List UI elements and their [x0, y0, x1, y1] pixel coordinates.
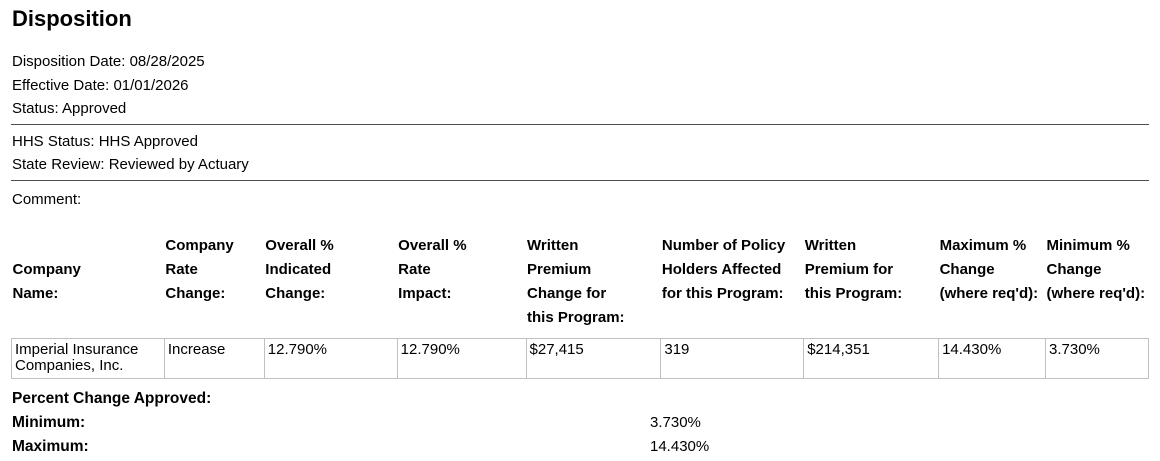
- cell-policy-holders-affected: 319: [660, 337, 805, 379]
- header-company-rate-change: Company Rate Change:: [165, 236, 234, 302]
- hhs-status-value: HHS Approved: [98, 132, 198, 150]
- summary-minimum-value: 3.730%: [650, 413, 701, 431]
- cell-overall-rate-impact: 12.790%: [396, 337, 527, 379]
- status-line: Status: Approved: [11, 97, 1149, 121]
- summary-heading-row: Percent Change Approved:: [11, 387, 1149, 411]
- cell-minimum-change: 3.730%: [1045, 337, 1149, 379]
- table-header-row: Company Name: Company Rate Change: Overa…: [12, 234, 1149, 339]
- cell-maximum-change: 14.430%: [938, 337, 1046, 379]
- status-value: Approved: [62, 100, 127, 117]
- page-title: Disposition: [12, 6, 132, 31]
- header-overall-rate-impact: Overall % Rate Impact:: [398, 236, 467, 302]
- divider: [11, 179, 1149, 181]
- state-review-value: Reviewed by Actuary: [108, 156, 249, 173]
- hhs-status-label: HHS Status:: [12, 132, 95, 150]
- effective-date-line: Effective Date: 01/01/2026: [11, 74, 1149, 98]
- header-company-name: Company Name:: [12, 260, 81, 302]
- header-written-premium-change: Written Premium Change for this Program:: [527, 236, 625, 326]
- cell-company-name: Imperial Insurance Companies, Inc.: [11, 337, 165, 379]
- hhs-status-line: HHS Status: HHS Approved: [11, 130, 1149, 154]
- rate-disposition-table: Company Name: Company Rate Change: Overa…: [11, 234, 1149, 379]
- table-row: Imperial Insurance Companies, Inc. Incre…: [11, 337, 1149, 379]
- header-maximum-change: Maximum % Change (where req'd):: [939, 236, 1039, 302]
- summary-heading: Percent Change Approved:: [12, 389, 212, 407]
- disposition-info-block: Disposition Date: 08/28/2025 Effective D…: [11, 50, 1149, 121]
- summary-maximum-label: Maximum:: [12, 437, 89, 455]
- state-review-line: State Review: Reviewed by Actuary: [11, 153, 1149, 177]
- percent-change-summary: Percent Change Approved: Minimum: 3.730%…: [11, 387, 1149, 461]
- effective-date-label: Effective Date:: [12, 76, 110, 94]
- header-overall-indicated-change: Overall % Indicated Change:: [265, 236, 334, 302]
- divider: [11, 123, 1149, 125]
- cell-written-premium: $214,351: [803, 337, 940, 379]
- effective-date-value: 01/01/2026: [113, 76, 189, 94]
- state-review-label: State Review:: [12, 156, 105, 173]
- summary-maximum-value: 14.430%: [650, 437, 710, 455]
- comment-label: Comment:: [12, 190, 82, 208]
- header-written-premium: Written Premium for this Program:: [804, 236, 903, 302]
- summary-row-minimum: Minimum: 3.730%: [11, 411, 1149, 435]
- cell-overall-indicated-change: 12.790%: [263, 337, 398, 379]
- status-label: Status:: [12, 100, 59, 117]
- header-minimum-change: Minimum % Change (where req'd):: [1046, 236, 1146, 302]
- disposition-date-value: 08/28/2025: [129, 53, 205, 70]
- summary-row-maximum: Maximum: 14.430%: [11, 435, 1149, 459]
- disposition-date-line: Disposition Date: 08/28/2025: [11, 50, 1149, 74]
- cell-written-premium-change: $27,415: [525, 337, 662, 379]
- review-info-block: HHS Status: HHS Approved State Review: R…: [11, 130, 1149, 177]
- summary-minimum-label: Minimum:: [12, 413, 86, 431]
- header-policy-holders-affected: Number of Policy Holders Affected for th…: [661, 236, 786, 302]
- cell-company-rate-change: Increase: [163, 337, 265, 379]
- disposition-date-label: Disposition Date:: [12, 53, 126, 70]
